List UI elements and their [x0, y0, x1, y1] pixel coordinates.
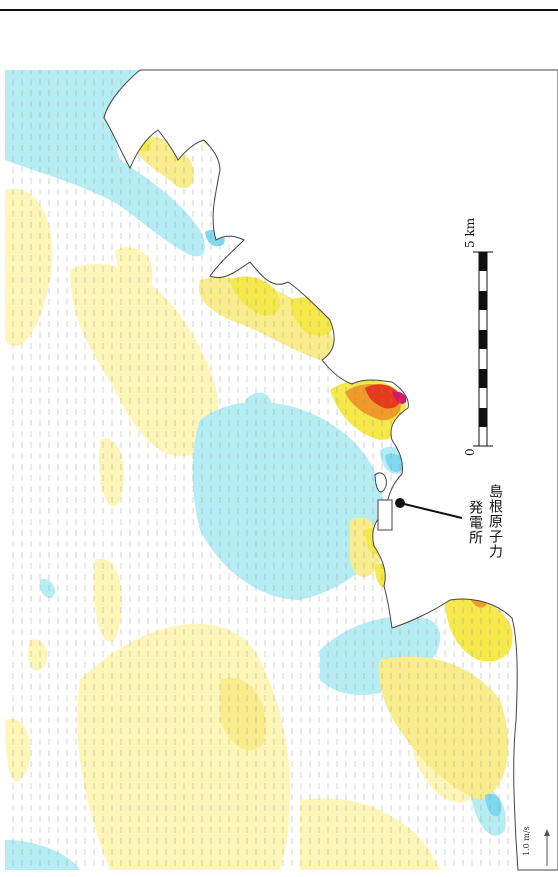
site-label-line1: 島根原子力 — [487, 484, 503, 559]
scale-zero-label: 0 — [463, 448, 477, 456]
scale-bar: 0 5 km — [463, 217, 493, 456]
scale-max-label: 5 km — [463, 217, 477, 248]
top-border-line — [0, 9, 558, 11]
site-dot-icon — [395, 498, 405, 508]
power-station-marker — [395, 498, 463, 519]
reference-vector-label: 1.0 m/s — [522, 826, 531, 856]
land-area — [103, 69, 558, 871]
site-label-line2: 発電所 — [467, 500, 483, 545]
reference-vector-arrow — [544, 829, 550, 866]
